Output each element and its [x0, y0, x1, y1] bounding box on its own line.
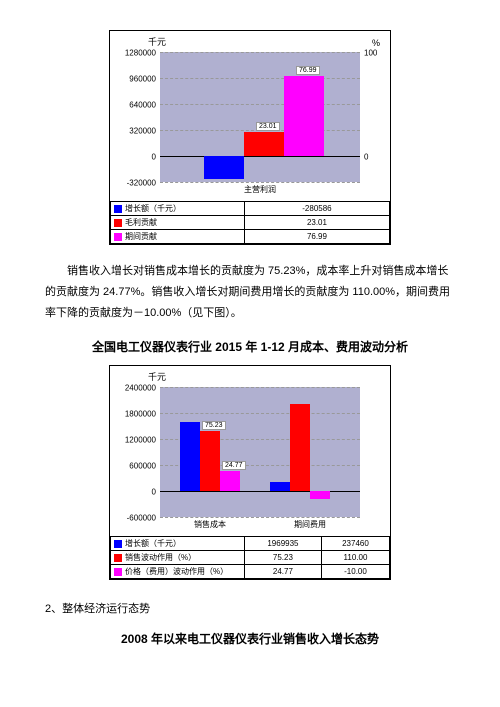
chart-2-c2-blue [270, 482, 290, 490]
heading-1: 全国电工仪器仪表行业 2015 年 1-12 月成本、费用波动分析 [45, 338, 455, 355]
chart-2-unit-left: 千元 [110, 366, 390, 383]
chart-2: 千元 2400000 1800000 1200000 600000 0 -600… [109, 365, 391, 580]
chart-2-legend: 增长额（千元）1969935237460 销售波动作用（%）75.23110.0… [110, 536, 390, 579]
paragraph-1: 销售收入增长对销售成本增长的贡献度为 75.23%，成本率上升对销售成本增长的贡… [45, 261, 455, 324]
chart-2-c1-blue [180, 422, 200, 490]
chart-2-c2-mag [310, 491, 330, 499]
chart-2-c2-red [290, 404, 310, 491]
chart-2-x-axis: 销售成本 期间费用 [160, 519, 360, 530]
chart-2-c1-red: 75.23 [200, 431, 220, 491]
chart-2-plot: 2400000 1800000 1200000 600000 0 -600000… [160, 387, 360, 517]
chart-1-bar-period: 76.99 [284, 76, 324, 156]
section-2-title: 2、整体经济运行态势 [45, 600, 455, 616]
chart-1-bar-growth [204, 156, 244, 179]
chart-2-c1-mag: 24.77 [220, 471, 240, 491]
heading-2: 2008 年以来电工仪器仪表行业销售收入增长态势 [45, 630, 455, 647]
chart-1: 千元 % 1280000100 960000 640000 320000 00 … [109, 30, 391, 245]
chart-1-legend: 增长额（千元）-280586 毛利贡献23.01 期间贡献76.99 [110, 201, 390, 244]
chart-1-plot: 1280000100 960000 640000 320000 00 -3200… [160, 52, 360, 182]
chart-1-x-axis: 主营利润 [160, 184, 360, 195]
chart-1-bar-gross: 23.01 [244, 132, 284, 156]
